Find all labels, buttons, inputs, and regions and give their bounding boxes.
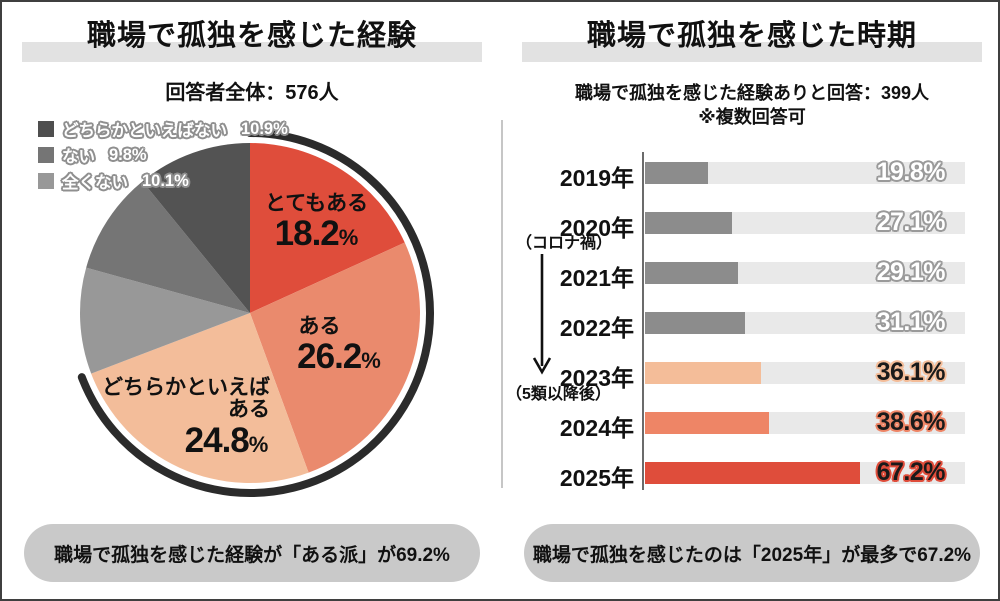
- bar-year-label: 2025年: [559, 465, 634, 491]
- down-arrow-icon: [532, 254, 552, 375]
- bar-track: 38.6%: [645, 408, 965, 436]
- legend-item-1: ない 9.8%: [38, 145, 288, 166]
- pie-segment-0: [250, 143, 405, 313]
- bar-year-label: 2023年: [559, 365, 634, 391]
- legend-value: 10.1%: [142, 171, 189, 190]
- legend-swatch: [38, 147, 54, 163]
- bar-row-2021年: 2021年 29.1%: [502, 258, 998, 291]
- pie-legend: どちらかといえばない 10.9% ない 9.8% 全くない 10.1%: [38, 119, 288, 197]
- bar-year-label: 2024年: [559, 415, 634, 441]
- left-conclusion-text: 職場で孤独を感じた経験が「ある派」が69.2%: [54, 544, 450, 566]
- right-conclusion-pill: 職場で孤独を感じたのは「2025年」が最多で67.2%: [524, 524, 980, 582]
- title-highlight-bar-left: [22, 42, 482, 62]
- bar-value-label: 19.8%: [876, 158, 946, 186]
- bar-value-label: 31.1%: [876, 308, 946, 336]
- right-subtitle: 職場で孤独を感じた経験ありと回答：399人: [574, 83, 930, 103]
- bar-value-label: 27.1%: [876, 208, 946, 236]
- pie-segment-2: [91, 313, 309, 483]
- pie-label-dochiraka-aru: どちらかといえば ある: [102, 376, 270, 421]
- bar-year-label: 2021年: [559, 265, 634, 291]
- bar-fill: [645, 212, 732, 234]
- legend-value: 9.8%: [109, 145, 147, 164]
- pie-value-aru: 26.2%: [297, 337, 381, 376]
- bar-fill: [645, 262, 739, 284]
- legend-label: どちらかといえばない: [62, 122, 227, 140]
- pie-chart: [77, 129, 434, 497]
- legend-label: 全くない: [62, 174, 128, 192]
- legend-label: ない: [62, 148, 95, 166]
- bar-value-label: 36.1%: [876, 358, 946, 386]
- pie-value-dochiraka-aru: 24.8%: [184, 421, 269, 460]
- bar-fill: [645, 312, 745, 334]
- legend-swatch: [38, 173, 54, 189]
- legend-swatch: [38, 121, 54, 137]
- bar-track: 36.1%: [645, 358, 965, 386]
- bar-year-label: 2019年: [559, 165, 634, 191]
- bar-row-2022年: 2022年 31.1%: [502, 308, 998, 341]
- bar-fill: [645, 362, 761, 384]
- bar-value-label: 29.1%: [876, 258, 946, 286]
- bar-track: 67.2%: [645, 458, 965, 486]
- panel-experience: 職場で孤独を感じた経験 回答者全体：576人 どちらかといえばない 10.9% ない…: [2, 2, 502, 599]
- left-conclusion-pill: 職場で孤独を感じた経験が「ある派」が69.2%: [24, 524, 480, 582]
- bar-row-2019年: 2019年 19.8%: [502, 158, 998, 191]
- bar-row-2020年: 2020年 27.1%: [502, 208, 998, 241]
- pie-segment-3: [80, 267, 250, 374]
- bar-track: 19.8%: [645, 158, 965, 186]
- pie-value-totemoaru: 18.2%: [274, 214, 359, 253]
- bar-track: 29.1%: [645, 258, 965, 286]
- annotation-class5: （5類以降後）: [506, 386, 611, 403]
- bar-axis-line: [642, 152, 644, 490]
- bar-row-2024年: 2024年 38.6%: [502, 408, 998, 441]
- bar-year-label: 2022年: [559, 315, 634, 341]
- bar-track: 31.1%: [645, 308, 965, 336]
- pie-label-aru: ある: [298, 315, 341, 338]
- multiple-answers-note: ※複数回答可: [698, 107, 806, 127]
- legend-item-0: どちらかといえばない 10.9%: [38, 119, 288, 140]
- pie-segment-5: [142, 143, 250, 313]
- panel-divider: [501, 120, 503, 488]
- legend-item-2: 全くない 10.1%: [38, 171, 288, 192]
- bar-row-2023年: 2023年 36.1%: [502, 358, 998, 391]
- bar-track: 27.1%: [645, 208, 965, 236]
- pie-segment-4: [86, 181, 250, 313]
- left-panel-title: 職場で孤独を感じた経験: [86, 20, 417, 52]
- annotation-covid: （コロナ禍）: [516, 235, 613, 252]
- pie-label-totemoaru: とてもある: [264, 192, 369, 215]
- left-subtitle: 回答者全体：576人: [165, 82, 339, 104]
- bar-fill: [645, 412, 769, 434]
- panel-period: 職場で孤独を感じた時期 職場で孤独を感じた経験ありと回答：399人 ※複数回答可…: [502, 2, 998, 599]
- pie-segment-1: [250, 242, 420, 473]
- legend-value: 10.9%: [241, 119, 288, 138]
- highlight-arc: [77, 129, 434, 497]
- bar-fill: [645, 462, 860, 484]
- title-highlight-bar-right: [522, 42, 982, 62]
- bar-fill: [645, 162, 709, 184]
- bar-year-label: 2020年: [559, 215, 634, 241]
- bar-row-2025年: 2025年 67.2%: [502, 458, 998, 491]
- bar-value-label: 38.6%: [876, 408, 946, 436]
- right-conclusion-text: 職場で孤独を感じたのは「2025年」が最多で67.2%: [532, 544, 972, 566]
- bar-value-label: 67.2%: [876, 458, 946, 486]
- right-panel-title: 職場で孤独を感じた時期: [586, 20, 917, 52]
